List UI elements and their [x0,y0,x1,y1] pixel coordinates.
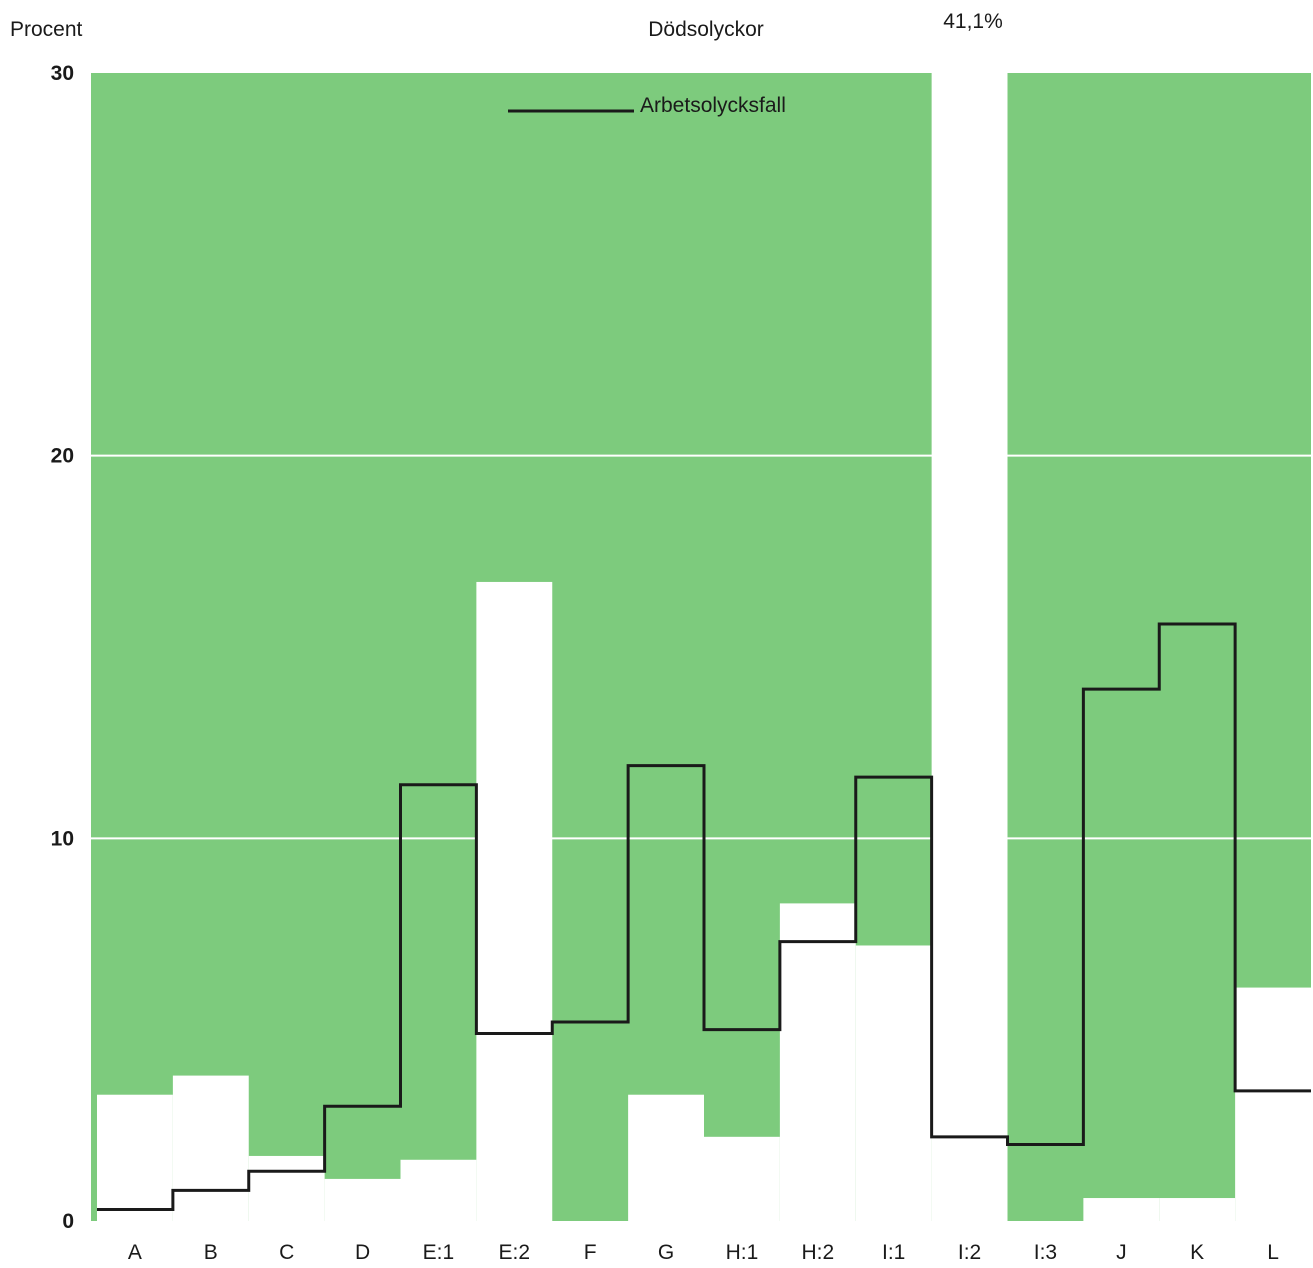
bar-series-label: Dödsolyckor [648,18,764,41]
bar-j [1083,1198,1160,1221]
x-tick-label: H:1 [726,1241,759,1263]
bar-a [97,1094,173,1221]
y-tick-label: 10 [51,827,74,850]
x-tick-label: B [204,1241,218,1263]
x-tick-label: A [128,1241,142,1263]
bar-i-1 [855,945,932,1221]
x-tick-label: C [279,1241,294,1263]
x-tick-label: H:2 [801,1241,834,1263]
x-tick-label: F [584,1241,597,1263]
bar-e-1 [400,1159,477,1221]
step-line [97,622,1311,1212]
x-tick-label: G [658,1241,674,1263]
axis-labels: Procent Dödsolyckor 41,1% Arbetsolycksfa… [10,10,1003,117]
bar-l [1235,987,1311,1221]
x-tick-label: E:1 [423,1241,455,1263]
plot-background [91,73,1311,1221]
y-tick-label: 30 [51,62,74,85]
bar-series-dodsolyckor [97,5,1311,1221]
bar-k [1159,1198,1236,1221]
x-tick-label: D [355,1241,370,1263]
x-tick-label: I:3 [1034,1241,1057,1263]
bar-c [248,1155,325,1221]
bar-d [324,1178,401,1221]
bar-i-2 [931,5,1008,1221]
y-axis-ticks: 0 10 20 30 [51,62,74,1233]
legend-line-label: Arbetsolycksfall [640,94,786,117]
x-tick-label: K [1190,1241,1204,1263]
x-axis-ticks: A B C D E:1 E:2 F G H:1 H:2 I:1 I:2 I:3 J K L [128,1241,1279,1264]
bar-g [628,1094,704,1221]
line-series-arbetsolycksfall [97,622,1311,1212]
bar-e-2 [476,581,553,1221]
x-tick-label: J [1116,1241,1127,1263]
y-axis-title: Procent [10,18,83,41]
bar-h-2 [779,903,856,1221]
x-tick-label: E:2 [499,1241,531,1263]
bar-h-1 [704,1136,780,1221]
gridlines [91,454,1311,840]
y-tick-label: 0 [62,1210,74,1233]
bar-b [172,1075,249,1221]
x-tick-label: I:1 [882,1241,905,1263]
y-tick-label: 20 [51,445,74,468]
x-tick-label: L [1267,1241,1279,1263]
x-tick-label: I:2 [958,1241,981,1263]
annotation-label: 41,1% [943,10,1003,33]
